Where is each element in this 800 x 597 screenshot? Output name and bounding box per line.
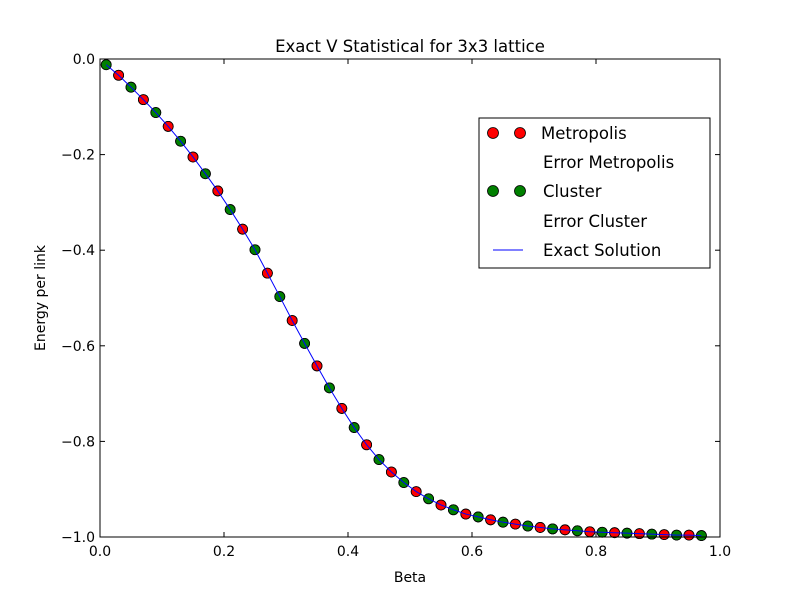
x-axis-title: Beta <box>394 570 426 586</box>
axes-frame <box>99 58 721 538</box>
y-tick-label: −0.8 <box>61 434 95 450</box>
legend-label: Error Metropolis <box>543 153 674 172</box>
legend: Metropolis Error Metropolis Cluster Error C… <box>478 117 711 269</box>
y-tick-label: −0.6 <box>61 339 95 355</box>
x-tick-label: 1.0 <box>709 544 731 560</box>
plot-area <box>100 59 707 541</box>
legend-marker <box>514 127 526 139</box>
y-tick-label: −0.2 <box>61 148 95 164</box>
legend-marker <box>487 127 499 139</box>
chart-title: Exact V Statistical for 3x3 lattice <box>275 37 545 56</box>
legend-label: Error Cluster <box>543 212 647 231</box>
y-axis-title: Energy per link <box>33 244 49 351</box>
legend-label: Exact Solution <box>543 241 661 260</box>
y-tick-label: −0.4 <box>61 243 95 259</box>
y-tick-label: −1.0 <box>61 530 95 546</box>
x-tick-label: 0.2 <box>213 544 235 560</box>
x-tick-label: 0.6 <box>461 544 483 560</box>
ticks: 0.0 0.2 0.4 0.6 0.8 1.0 0.0 −0.2 −0.4 −0.6 −0.8 −1.… <box>61 52 731 560</box>
x-tick-label: 0.4 <box>337 544 359 560</box>
legend-marker <box>514 185 526 197</box>
x-tick-label: 0.0 <box>89 544 111 560</box>
legend-label: Metropolis <box>541 124 627 143</box>
exact-solution-line <box>105 64 702 537</box>
legend-label: Cluster <box>543 182 602 201</box>
x-tick-label: 0.8 <box>585 544 607 560</box>
legend-marker <box>487 185 499 197</box>
y-tick-label: 0.0 <box>73 52 95 68</box>
